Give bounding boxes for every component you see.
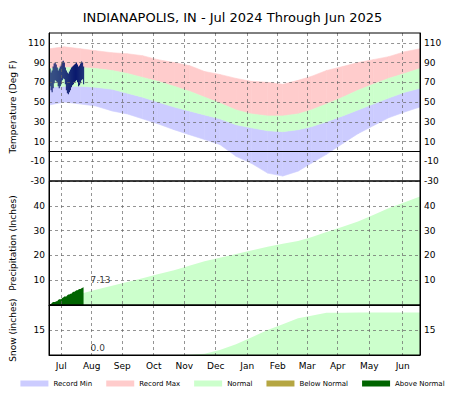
svg-text:Jun: Jun (395, 361, 410, 371)
svg-text:Apr: Apr (330, 361, 346, 371)
svg-text:30: 30 (34, 117, 46, 127)
svg-text:15: 15 (34, 325, 45, 335)
svg-text:Oct: Oct (146, 361, 162, 371)
svg-text:30: 30 (424, 117, 436, 127)
svg-text:Below Normal: Below Normal (299, 380, 348, 388)
svg-text:Record Max: Record Max (139, 380, 180, 388)
svg-text:Precipitation (Inches): Precipitation (Inches) (8, 195, 18, 290)
svg-text:Snow (inches): Snow (inches) (8, 298, 18, 361)
svg-text:90: 90 (34, 58, 46, 68)
svg-text:Mar: Mar (299, 361, 316, 371)
svg-text:40: 40 (34, 201, 46, 211)
svg-text:15: 15 (424, 325, 435, 335)
svg-text:-30: -30 (30, 176, 45, 186)
svg-text:50: 50 (424, 97, 436, 107)
svg-text:20: 20 (424, 250, 436, 260)
svg-text:-30: -30 (424, 176, 439, 186)
svg-text:10: 10 (34, 137, 46, 147)
svg-text:70: 70 (424, 77, 436, 87)
svg-text:30: 30 (424, 226, 436, 236)
svg-text:20: 20 (34, 250, 46, 260)
svg-text:Sep: Sep (114, 361, 131, 371)
svg-text:Normal: Normal (227, 380, 252, 388)
svg-text:70: 70 (34, 77, 46, 87)
svg-text:Record Min: Record Min (53, 380, 92, 388)
svg-text:0.0: 0.0 (91, 343, 106, 353)
svg-text:Feb: Feb (270, 361, 286, 371)
svg-text:Aug: Aug (83, 361, 101, 371)
svg-text:10: 10 (424, 275, 436, 285)
svg-text:Temperature (Deg F): Temperature (Deg F) (8, 60, 18, 154)
svg-text:50: 50 (34, 97, 46, 107)
svg-text:10: 10 (424, 137, 436, 147)
svg-text:May: May (360, 361, 379, 371)
svg-text:110: 110 (28, 38, 45, 48)
svg-text:Dec: Dec (207, 361, 224, 371)
svg-text:-10: -10 (424, 156, 439, 166)
svg-text:Jan: Jan (239, 361, 254, 371)
svg-text:110: 110 (424, 38, 441, 48)
svg-text:Jul: Jul (55, 361, 67, 371)
svg-text:10: 10 (34, 275, 46, 285)
svg-text:Nov: Nov (175, 361, 193, 371)
svg-text:INDIANAPOLIS, IN - Jul 2024 Th: INDIANAPOLIS, IN - Jul 2024 Through Jun … (83, 10, 383, 25)
svg-text:30: 30 (34, 226, 46, 236)
svg-text:Above Normal: Above Normal (395, 380, 445, 388)
svg-text:40: 40 (424, 201, 436, 211)
svg-text:90: 90 (424, 58, 436, 68)
svg-text:-10: -10 (30, 156, 45, 166)
svg-text:7.13: 7.13 (91, 275, 111, 285)
